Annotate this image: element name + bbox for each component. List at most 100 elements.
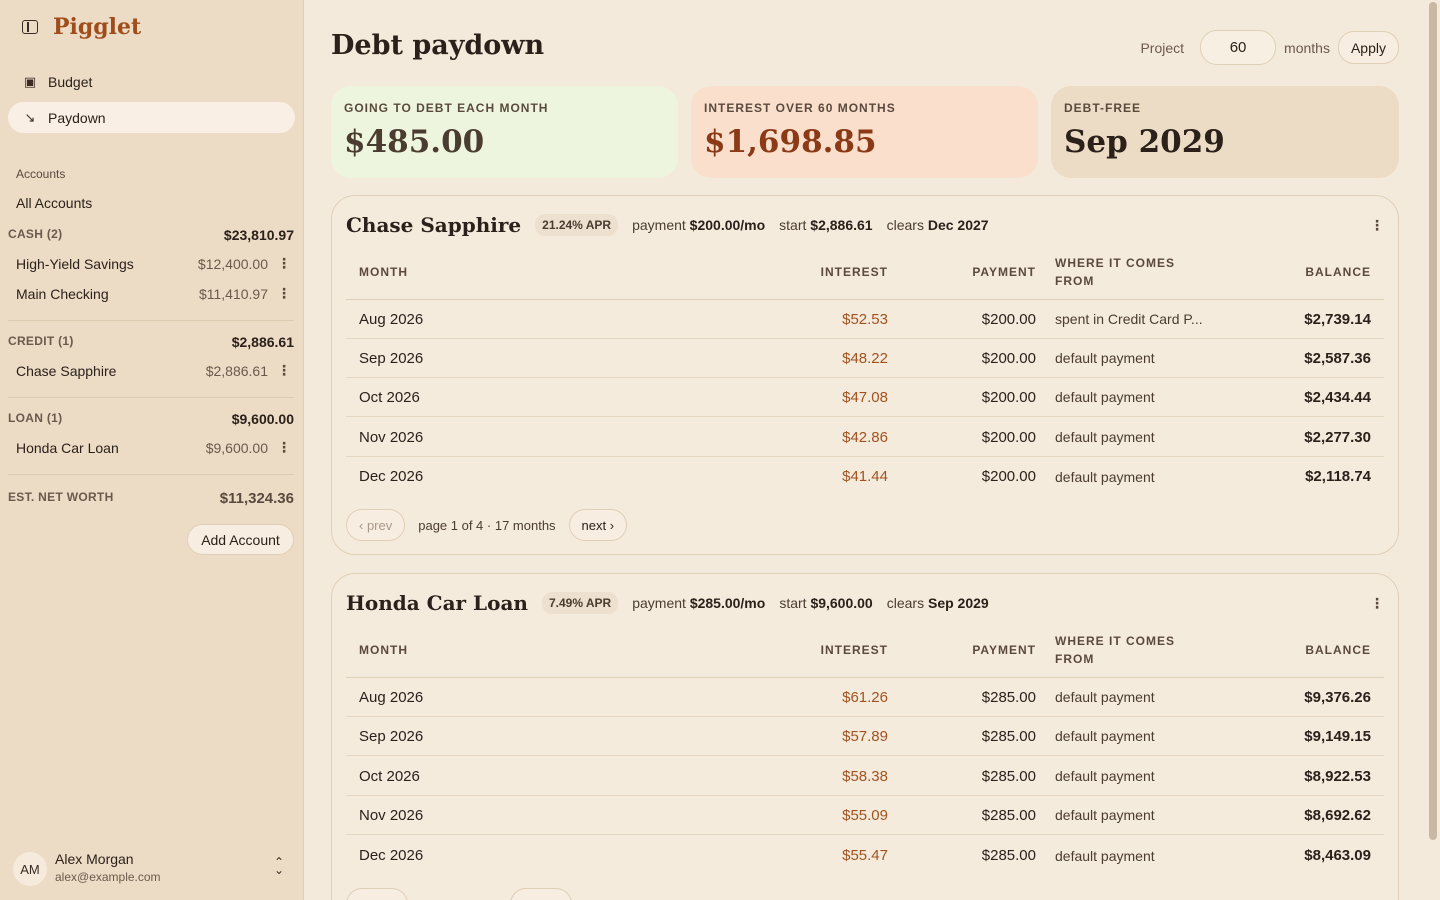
cell-source: default payment — [1055, 847, 1155, 864]
clears-meta: clears Dec 2027 — [886, 217, 989, 233]
payment-meta: payment $200.00/mo — [632, 217, 766, 233]
cell-balance: $8,463.09 — [1304, 847, 1371, 864]
cell-source: spent in Credit Card P... — [1055, 311, 1203, 327]
cell-balance: $9,376.26 — [1304, 688, 1371, 706]
account-amount: $9,600.00 — [205, 439, 268, 456]
cell-month: Dec 2026 — [359, 468, 424, 485]
card-label: DEBT-FREE — [1064, 101, 1142, 115]
cell-payment: $200.00 — [981, 310, 1036, 328]
card-monthly-debt: GOING TO DEBT EACH MONTH $485.00 — [331, 86, 678, 178]
all-accounts-link[interactable]: All Accounts — [16, 195, 294, 211]
divider — [8, 474, 294, 475]
group-loan-label: LOAN (1) — [8, 411, 63, 425]
cell-payment: $200.00 — [981, 349, 1036, 367]
cell-interest: $55.47 — [842, 847, 888, 864]
project-controls: Project months Apply — [1140, 30, 1399, 65]
col-balance: BALANCE — [1305, 643, 1371, 657]
group-cash: CASH (2) $23,810.97 — [8, 227, 294, 243]
cell-month: Nov 2026 — [359, 428, 424, 446]
table-row: Nov 2026 $55.09 $285.00 default payment … — [346, 796, 1384, 835]
net-worth-value: $11,324.36 — [219, 490, 294, 507]
user-email: alex@example.com — [55, 870, 161, 884]
cell-balance: $8,922.53 — [1304, 767, 1371, 785]
cell-interest: $52.53 — [842, 310, 888, 328]
add-account-button[interactable]: Add Account — [187, 524, 294, 555]
start-meta: start $9,600.00 — [779, 595, 873, 611]
col-interest: INTEREST — [820, 265, 888, 279]
cell-balance: $2,434.44 — [1304, 388, 1371, 406]
nav-budget-label: Budget — [48, 73, 93, 90]
cell-payment: $285.00 — [981, 688, 1036, 706]
sidebar: Pigglet ▣ Budget ↘ Paydown Accounts All … — [0, 0, 304, 900]
account-main-checking[interactable]: Main Checking $11,410.97 ⋮ — [16, 285, 294, 302]
page-info: page 1 of 4 · 17 months — [418, 517, 556, 533]
prev-page-button[interactable]: ‹ prev — [346, 509, 406, 541]
app-logo: Pigglet — [53, 14, 142, 40]
debt-panel-honda-car-loan: Honda Car Loan 7.49% APR payment $285.00… — [331, 573, 1399, 900]
pagination: ‹ prev page 1 of 4 · 17 months next › — [346, 509, 628, 541]
group-credit-total: $2,886.61 — [231, 334, 294, 350]
account-chase-sapphire[interactable]: Chase Sapphire $2,886.61 ⋮ — [16, 362, 294, 379]
cell-interest: $61.26 — [842, 688, 888, 706]
cell-month: Aug 2026 — [359, 310, 424, 328]
account-name: Chase Sapphire — [16, 362, 117, 379]
more-vertical-icon[interactable]: ⋮ — [1370, 216, 1384, 233]
more-vertical-icon[interactable]: ⋮ — [277, 362, 291, 378]
scrollbar[interactable] — [1427, 0, 1437, 900]
table-row: Oct 2026 $47.08 $200.00 default payment … — [346, 378, 1384, 417]
cell-source: default payment — [1055, 468, 1155, 485]
cell-interest: $57.89 — [842, 727, 888, 745]
nav-budget[interactable]: ▣ Budget — [8, 66, 295, 97]
cell-payment: $200.00 — [981, 468, 1036, 485]
table-row: Dec 2026 $55.47 $285.00 default payment … — [346, 836, 1384, 875]
cell-month: Dec 2026 — [359, 847, 424, 864]
debt-name: Chase Sapphire — [346, 213, 522, 237]
card-debt-free: DEBT-FREE Sep 2029 — [1051, 86, 1399, 178]
account-amount: $2,886.61 — [205, 362, 268, 379]
next-page-button[interactable]: next › — [568, 509, 628, 541]
more-vertical-icon[interactable]: ⋮ — [277, 285, 291, 301]
more-vertical-icon[interactable]: ⋮ — [1370, 594, 1384, 611]
account-name: Main Checking — [16, 285, 109, 302]
col-balance: BALANCE — [1305, 265, 1371, 279]
next-page-button[interactable] — [510, 888, 572, 900]
account-name: High-Yield Savings — [16, 255, 134, 272]
cell-month: Aug 2026 — [359, 688, 424, 706]
toggle-sidebar-icon[interactable] — [22, 20, 38, 34]
debt-name: Honda Car Loan — [346, 591, 528, 615]
prev-page-button[interactable] — [346, 888, 408, 900]
more-vertical-icon[interactable]: ⋮ — [277, 439, 291, 455]
chevron-updown-icon[interactable]: ⌃ ⌄ — [274, 855, 285, 877]
apply-button[interactable]: Apply — [1337, 31, 1399, 64]
scrollbar-thumb[interactable] — [1429, 2, 1437, 840]
table-row: Sep 2026 $57.89 $285.00 default payment … — [346, 717, 1384, 756]
nav-paydown[interactable]: ↘ Paydown — [8, 102, 295, 133]
cell-source: default payment — [1055, 350, 1155, 366]
card-label: INTEREST OVER 60 MONTHS — [704, 101, 896, 115]
card-value: Sep 2029 — [1064, 124, 1225, 160]
more-vertical-icon[interactable]: ⋮ — [277, 255, 291, 271]
project-label: Project — [1140, 39, 1185, 56]
account-name: Honda Car Loan — [16, 439, 119, 456]
cell-interest: $41.44 — [842, 468, 888, 485]
cell-interest: $42.86 — [842, 428, 888, 446]
cell-balance: $2,587.36 — [1304, 349, 1371, 367]
table-row: Aug 2026 $61.26 $285.00 default payment … — [346, 678, 1384, 717]
avatar: AM — [13, 852, 47, 886]
pagination — [346, 888, 572, 900]
table-header: MONTH INTEREST PAYMENT WHERE IT COMES FR… — [346, 623, 1384, 678]
cell-month: Oct 2026 — [359, 388, 420, 406]
card-label: GOING TO DEBT EACH MONTH — [344, 101, 549, 115]
months-input[interactable] — [1200, 30, 1277, 65]
all-accounts-label: All Accounts — [16, 195, 93, 211]
col-payment: PAYMENT — [972, 265, 1036, 279]
apr-badge: 7.49% APR — [541, 592, 619, 614]
cell-balance: $2,118.74 — [1305, 468, 1371, 485]
cell-source: default payment — [1055, 807, 1155, 823]
account-honda-car-loan[interactable]: Honda Car Loan $9,600.00 ⋮ — [16, 439, 294, 456]
payment-meta: payment $285.00/mo — [632, 595, 766, 611]
cell-source: default payment — [1055, 429, 1155, 445]
col-source: WHERE IT COMES FROM — [1055, 256, 1176, 288]
account-high-yield-savings[interactable]: High-Yield Savings $12,400.00 ⋮ — [16, 255, 294, 272]
debt-panel-chase-sapphire: Chase Sapphire 21.24% APR payment $200.0… — [331, 195, 1399, 555]
